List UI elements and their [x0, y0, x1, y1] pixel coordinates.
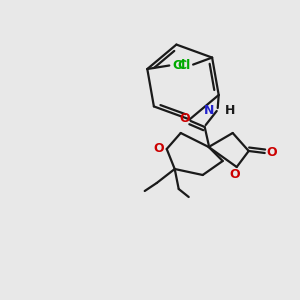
- Text: N: N: [204, 104, 215, 118]
- Text: Cl: Cl: [177, 58, 190, 71]
- Text: Cl: Cl: [173, 59, 186, 72]
- Text: O: O: [230, 169, 240, 182]
- Text: O: O: [153, 142, 164, 155]
- Text: O: O: [179, 112, 190, 125]
- Text: H: H: [225, 104, 235, 118]
- Text: O: O: [266, 146, 277, 160]
